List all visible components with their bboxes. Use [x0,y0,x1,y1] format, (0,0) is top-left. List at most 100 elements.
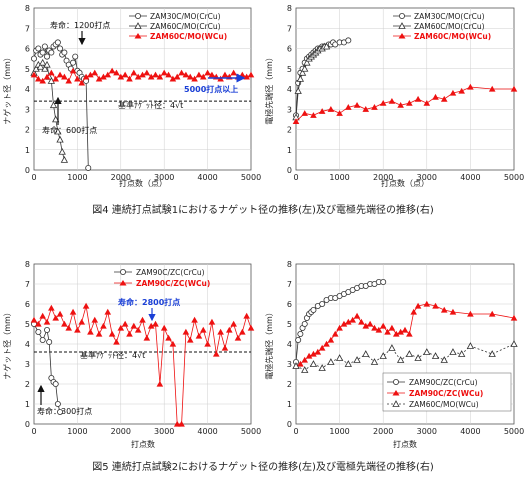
y-tick-label: 1 [25,400,30,409]
data-point [397,102,404,108]
data-point [108,67,116,74]
data-point [65,77,73,84]
data-point [182,328,190,335]
data-point [139,316,146,323]
data-point [301,356,309,363]
fig4-left-ylabel: ナゲット径（mm） [2,53,12,125]
data-point [405,350,414,357]
fig5-left-xlabel: 打点数 [131,439,155,449]
x-tick-label: 1000 [67,173,87,182]
data-point [39,49,46,56]
fig4-electrode-chart: 0 1 2 3 4 5 6 7 8 0 1000 2000 3000 4000 5000 打点数（点） 電極… [264,4,524,188]
data-point [488,350,496,357]
data-point [39,312,46,319]
data-point [397,328,404,335]
data-point [113,338,120,345]
data-point [323,340,330,347]
data-point [392,330,400,337]
data-point [35,45,42,52]
y-tick-label: 3 [287,105,292,114]
data-point [30,316,38,323]
data-point [510,340,518,347]
data-point [380,278,387,285]
data-point [100,322,107,329]
data-point [208,71,216,78]
data-point [467,83,474,90]
data-point [186,73,194,80]
data-point [353,102,361,108]
data-point [366,320,374,327]
fig5-ref-label: 基準ﾅｹﾞｯﾄ径：4√t [80,350,145,360]
y-tick-label: 0 [25,420,30,429]
data-point [423,348,431,355]
data-point [297,360,304,367]
y-tick-label: 3 [25,360,30,369]
fig4-life600-label: 寿命：600打点 [42,125,97,135]
fig5-life300-label: 寿命：300打点 [37,406,92,416]
data-point [87,328,94,335]
y-tick-label: 7 [25,280,30,289]
x-tick-label: 4000 [460,427,480,436]
y-tick-label: 0 [287,166,292,175]
y-tick-label: 7 [287,24,292,33]
fig4-right-legend-1: ZAM30C/MO(CrCu) [414,12,485,21]
data-point [160,324,168,331]
x-tick-label: 5000 [504,173,524,182]
data-point [39,58,47,66]
data-point [336,324,343,331]
data-point [52,380,59,387]
data-point [440,306,448,313]
data-point [396,356,405,363]
y-tick-label: 2 [287,126,292,135]
data-point [510,314,518,321]
data-point [296,75,305,82]
data-point [298,68,307,76]
data-point [431,352,440,359]
fig5-left-ylabel: ナゲット径（mm） [2,308,12,380]
data-point [234,334,242,341]
fig5-right-legend-2: ZAM90C/ZC(WCu) [409,389,483,398]
data-point [43,60,51,68]
fig4-life1200-label: 寿命：1200打点 [50,20,110,30]
data-point [191,316,198,323]
data-point [230,320,237,327]
data-point [303,58,311,66]
data-point [173,420,181,427]
data-point [117,73,125,80]
data-point [54,39,61,46]
data-point [318,108,326,114]
data-point [488,85,496,92]
data-point [139,71,146,78]
data-point [375,326,383,333]
data-point [371,104,378,110]
x-tick-label: 4000 [197,173,217,182]
data-point [91,69,99,76]
data-point [57,408,64,415]
series-line-1 [33,323,61,413]
data-point [186,336,194,343]
data-point [340,320,348,327]
data-point [143,69,151,76]
data-point [204,340,211,347]
data-point [310,350,317,357]
data-point [414,302,422,309]
data-point [74,75,81,82]
y-tick-label: 4 [25,85,30,94]
fig5-left-legend-1: ZAM90C/ZC(CrCu) [136,268,205,277]
data-point [221,344,229,351]
data-point [327,336,335,343]
data-point [449,89,457,96]
y-tick-label: 0 [25,166,30,175]
y-tick-label: 6 [287,45,292,54]
x-tick-label: 4000 [460,173,480,182]
data-point [121,71,129,78]
data-point [440,95,448,102]
x-tick-label: 3000 [154,173,174,182]
data-point [371,324,378,331]
data-point [294,87,302,94]
y-tick-label: 4 [25,340,30,349]
x-tick-label: 0 [31,173,36,182]
data-point [195,332,203,339]
data-point [69,308,77,315]
data-point [48,69,55,76]
